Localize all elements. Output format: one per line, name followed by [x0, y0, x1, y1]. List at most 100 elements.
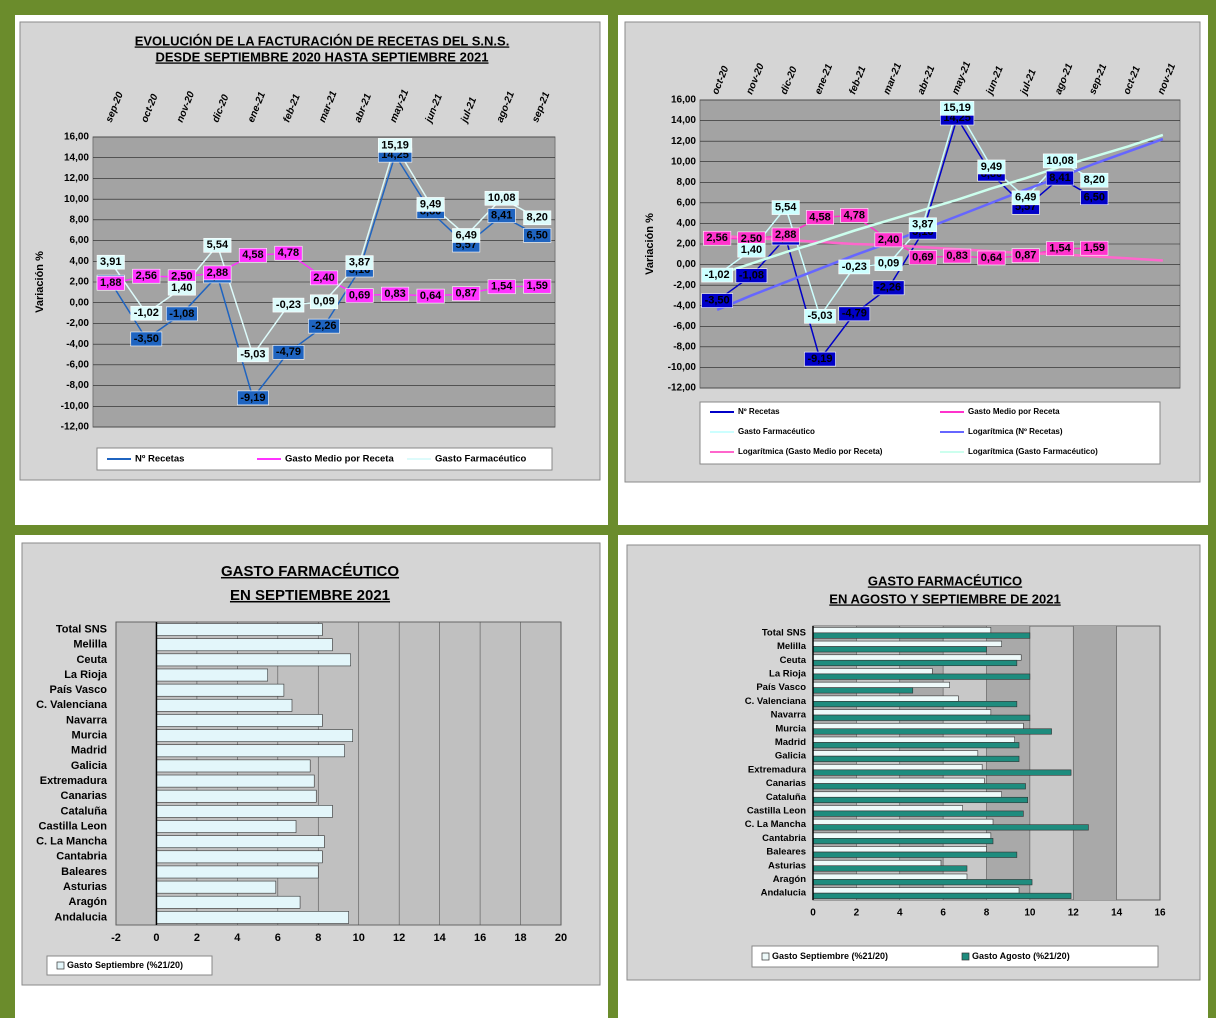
data-label-box [272, 297, 305, 313]
bar [156, 895, 301, 909]
y-tick-label: -6,00 [673, 321, 696, 332]
data-label: 0,69 [349, 289, 370, 301]
y-tick-label: C. Valenciana [36, 699, 108, 711]
bar [812, 791, 1002, 798]
data-label: 1,54 [1049, 243, 1071, 255]
y-tick-label: 6,00 [70, 235, 90, 246]
data-label-box [452, 286, 481, 302]
bar [156, 668, 269, 682]
data-label: 2,88 [207, 267, 228, 279]
data-label: -1,08 [739, 270, 764, 282]
data-label-box [487, 208, 516, 223]
bar [156, 638, 333, 652]
data-label: 2,40 [313, 272, 334, 284]
x-tick-label: 14 [434, 932, 447, 944]
series-line [716, 137, 1164, 311]
data-label: 10,08 [1046, 155, 1074, 167]
y-axis-label: Variación % [644, 213, 656, 275]
y-tick-label: 14,00 [671, 115, 696, 126]
y-tick-label: -4,00 [66, 339, 89, 350]
bar [812, 805, 963, 812]
y-tick-label: Andalucia [54, 911, 107, 923]
bar [156, 880, 277, 894]
data-label: 5,54 [775, 201, 797, 213]
data-label-box [523, 210, 552, 226]
data-label-box [309, 294, 339, 310]
x-tick-label: 10 [1024, 908, 1036, 919]
bar [156, 683, 285, 697]
y-tick-label: C. La Mancha [36, 836, 108, 848]
bar [156, 774, 315, 788]
data-label-box [166, 306, 198, 322]
data-label-box [416, 288, 445, 304]
y-tick-label: Melilla [73, 639, 108, 651]
y-tick-label: 12,00 [671, 136, 696, 147]
x-tick-label: 4 [897, 908, 903, 919]
bar [812, 736, 1015, 743]
y-tick-label: -10,00 [668, 362, 697, 373]
data-label-box [838, 306, 871, 322]
y-tick-label: Extremadura [40, 775, 108, 787]
data-label: 1,40 [741, 244, 762, 256]
data-label-box [237, 347, 269, 363]
x-tick-label: 2 [194, 932, 200, 944]
legend-label: Gasto Farmacéutico [738, 427, 815, 436]
y-tick-label: Cataluña [766, 792, 807, 803]
y-tick-label: Asturias [63, 881, 107, 893]
bar [156, 850, 323, 864]
bar [812, 838, 994, 845]
bar [156, 729, 353, 742]
legend-label: Logarítmica (Gasto Farmacéutico) [968, 447, 1098, 456]
legend-label: Gasto Septiembre (%21/20) [67, 960, 183, 970]
y-tick-label: Total SNS [762, 627, 806, 638]
y-tick-label: 0,00 [70, 297, 90, 308]
data-label-box [203, 238, 232, 253]
bar [812, 777, 985, 784]
bar [156, 759, 311, 773]
legend-swatch [56, 961, 65, 970]
data-label: 9,49 [420, 198, 441, 210]
data-label: -0,23 [276, 299, 301, 311]
data-label: 6,50 [1084, 192, 1105, 204]
data-label: 15,19 [381, 139, 409, 151]
bar [156, 820, 297, 833]
y-tick-label: Galicia [775, 751, 807, 762]
bar [812, 824, 1089, 831]
data-label: 0,87 [455, 288, 476, 300]
data-label-box [1011, 190, 1040, 206]
bar [156, 789, 317, 803]
y-tick-label: Baleares [766, 847, 806, 858]
data-label-box [701, 267, 733, 283]
legend-swatch [961, 952, 970, 961]
x-tick-label: 16 [474, 932, 486, 944]
bar [156, 623, 323, 636]
y-tick-label: Madrid [71, 745, 107, 757]
x-tick-label: 10 [353, 932, 365, 944]
x-tick-label: 0 [810, 908, 816, 919]
data-label: 2,40 [878, 234, 899, 246]
y-tick-label: Castilla Leon [747, 805, 806, 816]
y-tick-label: Andalucia [761, 888, 807, 899]
y-tick-label: Ceuta [76, 654, 107, 666]
data-label-box [345, 288, 374, 303]
bar [812, 769, 1072, 776]
data-label: 2,50 [741, 233, 762, 245]
legend-box [96, 447, 553, 471]
bar [812, 659, 1018, 667]
bar [812, 640, 1002, 647]
y-tick-label: País Vasco [50, 684, 108, 696]
data-label: 2,56 [136, 270, 157, 282]
legend-label: Gasto Medio por Receta [285, 454, 394, 465]
bar [812, 701, 1018, 708]
data-label-box [874, 232, 903, 248]
data-label-box [701, 293, 733, 308]
legend-label: Logarítmica (Nº Recetas) [968, 427, 1063, 436]
data-label-box [487, 279, 516, 295]
chart-subtitle: DESDE SEPTIEMBRE 2020 HASTA SEPTIEMBRE 2… [155, 49, 488, 64]
bar [812, 668, 933, 675]
data-label: 3,87 [912, 219, 933, 231]
data-label-box [804, 351, 836, 367]
data-label: 3,87 [349, 257, 370, 269]
data-label-box [1080, 240, 1109, 256]
y-axis-label: Variación % [34, 251, 46, 313]
